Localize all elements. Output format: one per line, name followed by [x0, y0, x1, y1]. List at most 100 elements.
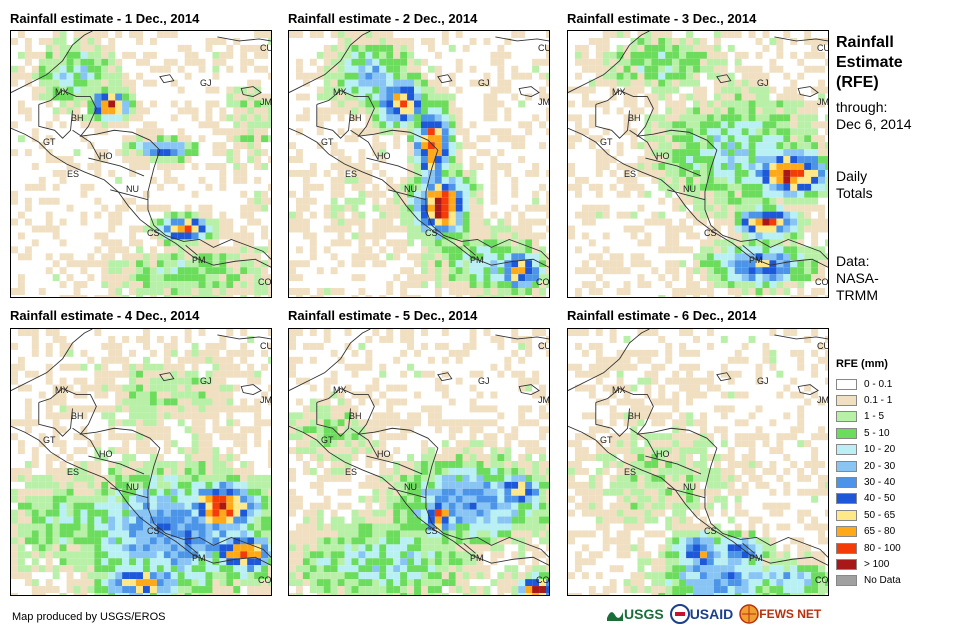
legend-item: 65 - 80 — [836, 524, 901, 540]
country-label: GT — [600, 435, 613, 445]
legend-label: 0.1 - 1 — [864, 395, 893, 407]
legend-swatch — [836, 526, 857, 538]
panel-title-3: Rainfall estimate - 3 Dec., 2014 — [567, 11, 757, 26]
coastline-borders — [11, 31, 271, 268]
usgs-wave-icon — [607, 612, 623, 621]
rainfall-grid — [568, 31, 828, 297]
country-label: ES — [345, 169, 358, 179]
country-label: MX — [612, 87, 626, 97]
country-label: PM — [192, 553, 206, 563]
country-label: ES — [67, 169, 80, 179]
country-label: BH — [71, 113, 84, 123]
country-label: PM — [470, 553, 484, 563]
rainfall-grid — [568, 329, 828, 595]
rainfall-map-svg — [11, 329, 271, 595]
country-label: ES — [345, 467, 358, 477]
country-label: BH — [71, 411, 84, 421]
rainfall-map-svg — [289, 31, 549, 297]
country-label: NU — [126, 482, 139, 492]
legend-item: 30 - 40 — [836, 474, 901, 490]
legend-label: 20 - 30 — [864, 460, 896, 472]
rainfall-map-svg — [568, 31, 828, 297]
coastline-borders — [11, 329, 271, 566]
legend-item: 50 - 65 — [836, 507, 901, 523]
country-label: PM — [470, 255, 484, 265]
country-label: GJ — [478, 376, 490, 386]
fewsnet-logo: FEWS NET — [739, 604, 821, 624]
country-label: GJ — [478, 78, 490, 88]
country-label: CS — [704, 228, 717, 238]
legend-swatch — [836, 477, 857, 489]
legend-swatch — [836, 558, 857, 570]
country-label: CU — [538, 341, 550, 351]
rainfall-map-3: CU GJ JM MX BH GT HO ES NU CS PM CO — [567, 30, 829, 298]
country-label: CO — [258, 277, 272, 287]
coastline-borders — [289, 31, 549, 268]
panel-title-6: Rainfall estimate - 6 Dec., 2014 — [567, 308, 757, 323]
legend-swatch — [836, 395, 857, 407]
daily-totals-note: Daily Totals — [836, 168, 873, 201]
country-label: CU — [817, 341, 829, 351]
country-label: CU — [260, 341, 272, 351]
legend-swatch — [836, 575, 857, 587]
country-label: NU — [683, 482, 696, 492]
country-label: NU — [404, 482, 417, 492]
country-label: CS — [425, 228, 438, 238]
legend-item: 0.1 - 1 — [836, 392, 901, 408]
country-label: CO — [258, 575, 272, 585]
country-label: CS — [704, 526, 717, 536]
data-source-note: Data: NASA- TRMM — [836, 253, 879, 303]
map-credit: Map produced by USGS/EROS — [12, 611, 166, 623]
country-label: MX — [333, 87, 347, 97]
country-label: MX — [333, 385, 347, 395]
country-label: PM — [749, 255, 763, 265]
country-label: HO — [656, 449, 670, 459]
legend-item: 0 - 0.1 — [836, 376, 901, 392]
rainfall-grid — [11, 31, 271, 297]
country-label: HO — [377, 449, 391, 459]
country-label: HO — [377, 151, 391, 161]
rainfall-map-svg — [289, 329, 549, 595]
rainfall-map-svg — [11, 31, 271, 297]
legend-label: > 100 — [864, 558, 890, 570]
rainfall-grid — [11, 329, 271, 595]
legend-swatch — [836, 460, 857, 472]
legend-item: 1 - 5 — [836, 409, 901, 425]
usaid-logo: USAID — [669, 604, 733, 624]
country-label: MX — [55, 385, 69, 395]
country-label: ES — [624, 169, 637, 179]
legend-item: 40 - 50 — [836, 491, 901, 507]
rainfall-map-svg — [568, 329, 828, 595]
country-label: PM — [192, 255, 206, 265]
legend-label: 65 - 80 — [864, 526, 896, 538]
rfe-legend: 0 - 0.1 0.1 - 1 1 - 5 5 - 10 10 - 20 20 - 30 3… — [836, 376, 901, 589]
country-label: ES — [624, 467, 637, 477]
country-label: BH — [349, 411, 362, 421]
legend-swatch — [836, 378, 857, 390]
rainfall-grid — [289, 329, 549, 595]
country-label: JM — [260, 395, 272, 405]
legend-swatch — [836, 444, 857, 456]
country-label: CU — [538, 43, 550, 53]
fewsnet-globe-icon — [739, 604, 759, 624]
country-label: HO — [99, 449, 113, 459]
legend-swatch — [836, 509, 857, 521]
legend-label: 40 - 50 — [864, 493, 896, 505]
country-label: GT — [321, 435, 334, 445]
legend-label: 0 - 0.1 — [864, 378, 893, 390]
panel-title-1: Rainfall estimate - 1 Dec., 2014 — [10, 11, 200, 26]
legend-label: 5 - 10 — [864, 427, 890, 439]
coastline-borders — [289, 329, 549, 566]
rainfall-map-2: CU GJ JM MX BH GT HO ES NU CS PM CO — [288, 30, 550, 298]
country-label: BH — [628, 113, 641, 123]
country-label: NU — [126, 184, 139, 194]
panel-title-5: Rainfall estimate - 5 Dec., 2014 — [288, 308, 478, 323]
agency-logos: USGS USAID FEWS NET — [606, 604, 821, 624]
country-label: GJ — [200, 376, 212, 386]
rainfall-map-4: CU GJ JM MX BH GT HO ES NU CS PM CO — [10, 328, 272, 596]
country-label: GT — [43, 435, 56, 445]
legend-title: RFE (mm) — [836, 358, 888, 370]
country-label: JM — [538, 97, 550, 107]
country-label: PM — [749, 553, 763, 563]
country-label: GJ — [757, 78, 769, 88]
